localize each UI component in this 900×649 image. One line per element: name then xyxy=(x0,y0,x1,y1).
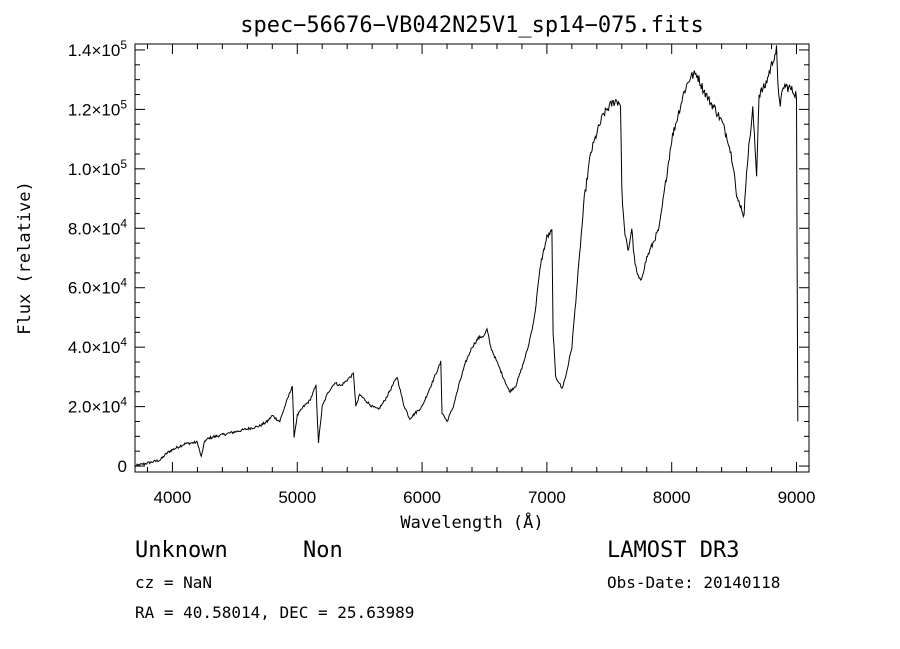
x-tick-label: 9000 xyxy=(778,488,816,507)
y-tick-label: 1.0×105 xyxy=(68,157,127,179)
y-axis-ticks: 0 2.0×104 4.0×104 6.0×104 8.0×104 1.0×105 1.2×… xyxy=(68,38,809,476)
ra-dec-coordinates: RA = 40.58014, DEC = 25.63989 xyxy=(135,603,415,622)
survey-label: LAMOST DR3 xyxy=(607,538,740,563)
obs-date: Obs-Date: 20140118 xyxy=(607,573,781,592)
chart-title: spec−56676−VB042N25V1_sp14−075.fits xyxy=(240,13,704,38)
x-axis-label: Wavelength (Å) xyxy=(400,511,543,533)
y-tick-label: 1.4×105 xyxy=(68,38,127,60)
cz-value: cz = NaN xyxy=(135,573,213,592)
x-tick-label: 7000 xyxy=(528,488,566,507)
subclass-label: Non xyxy=(303,538,343,563)
plot-frame xyxy=(134,43,810,473)
y-axis-label: Flux (relative) xyxy=(15,181,35,335)
y-tick-label: 4.0×104 xyxy=(68,335,127,357)
x-tick-label: 5000 xyxy=(278,488,316,507)
x-tick-label: 6000 xyxy=(403,488,441,507)
y-tick-label: 6.0×104 xyxy=(68,276,127,298)
flux-series-line xyxy=(134,45,799,468)
y-tick-label: 0 xyxy=(118,457,127,476)
y-tick-label: 2.0×104 xyxy=(68,395,127,417)
class-label: Unknown xyxy=(135,538,228,563)
y-tick-label: 8.0×104 xyxy=(68,216,127,238)
x-tick-label: 4000 xyxy=(154,488,192,507)
x-tick-label: 8000 xyxy=(653,488,691,507)
y-tick-label: 1.2×105 xyxy=(68,97,127,119)
x-axis-ticks: 4000 5000 6000 7000 8000 9000 xyxy=(146,44,816,507)
